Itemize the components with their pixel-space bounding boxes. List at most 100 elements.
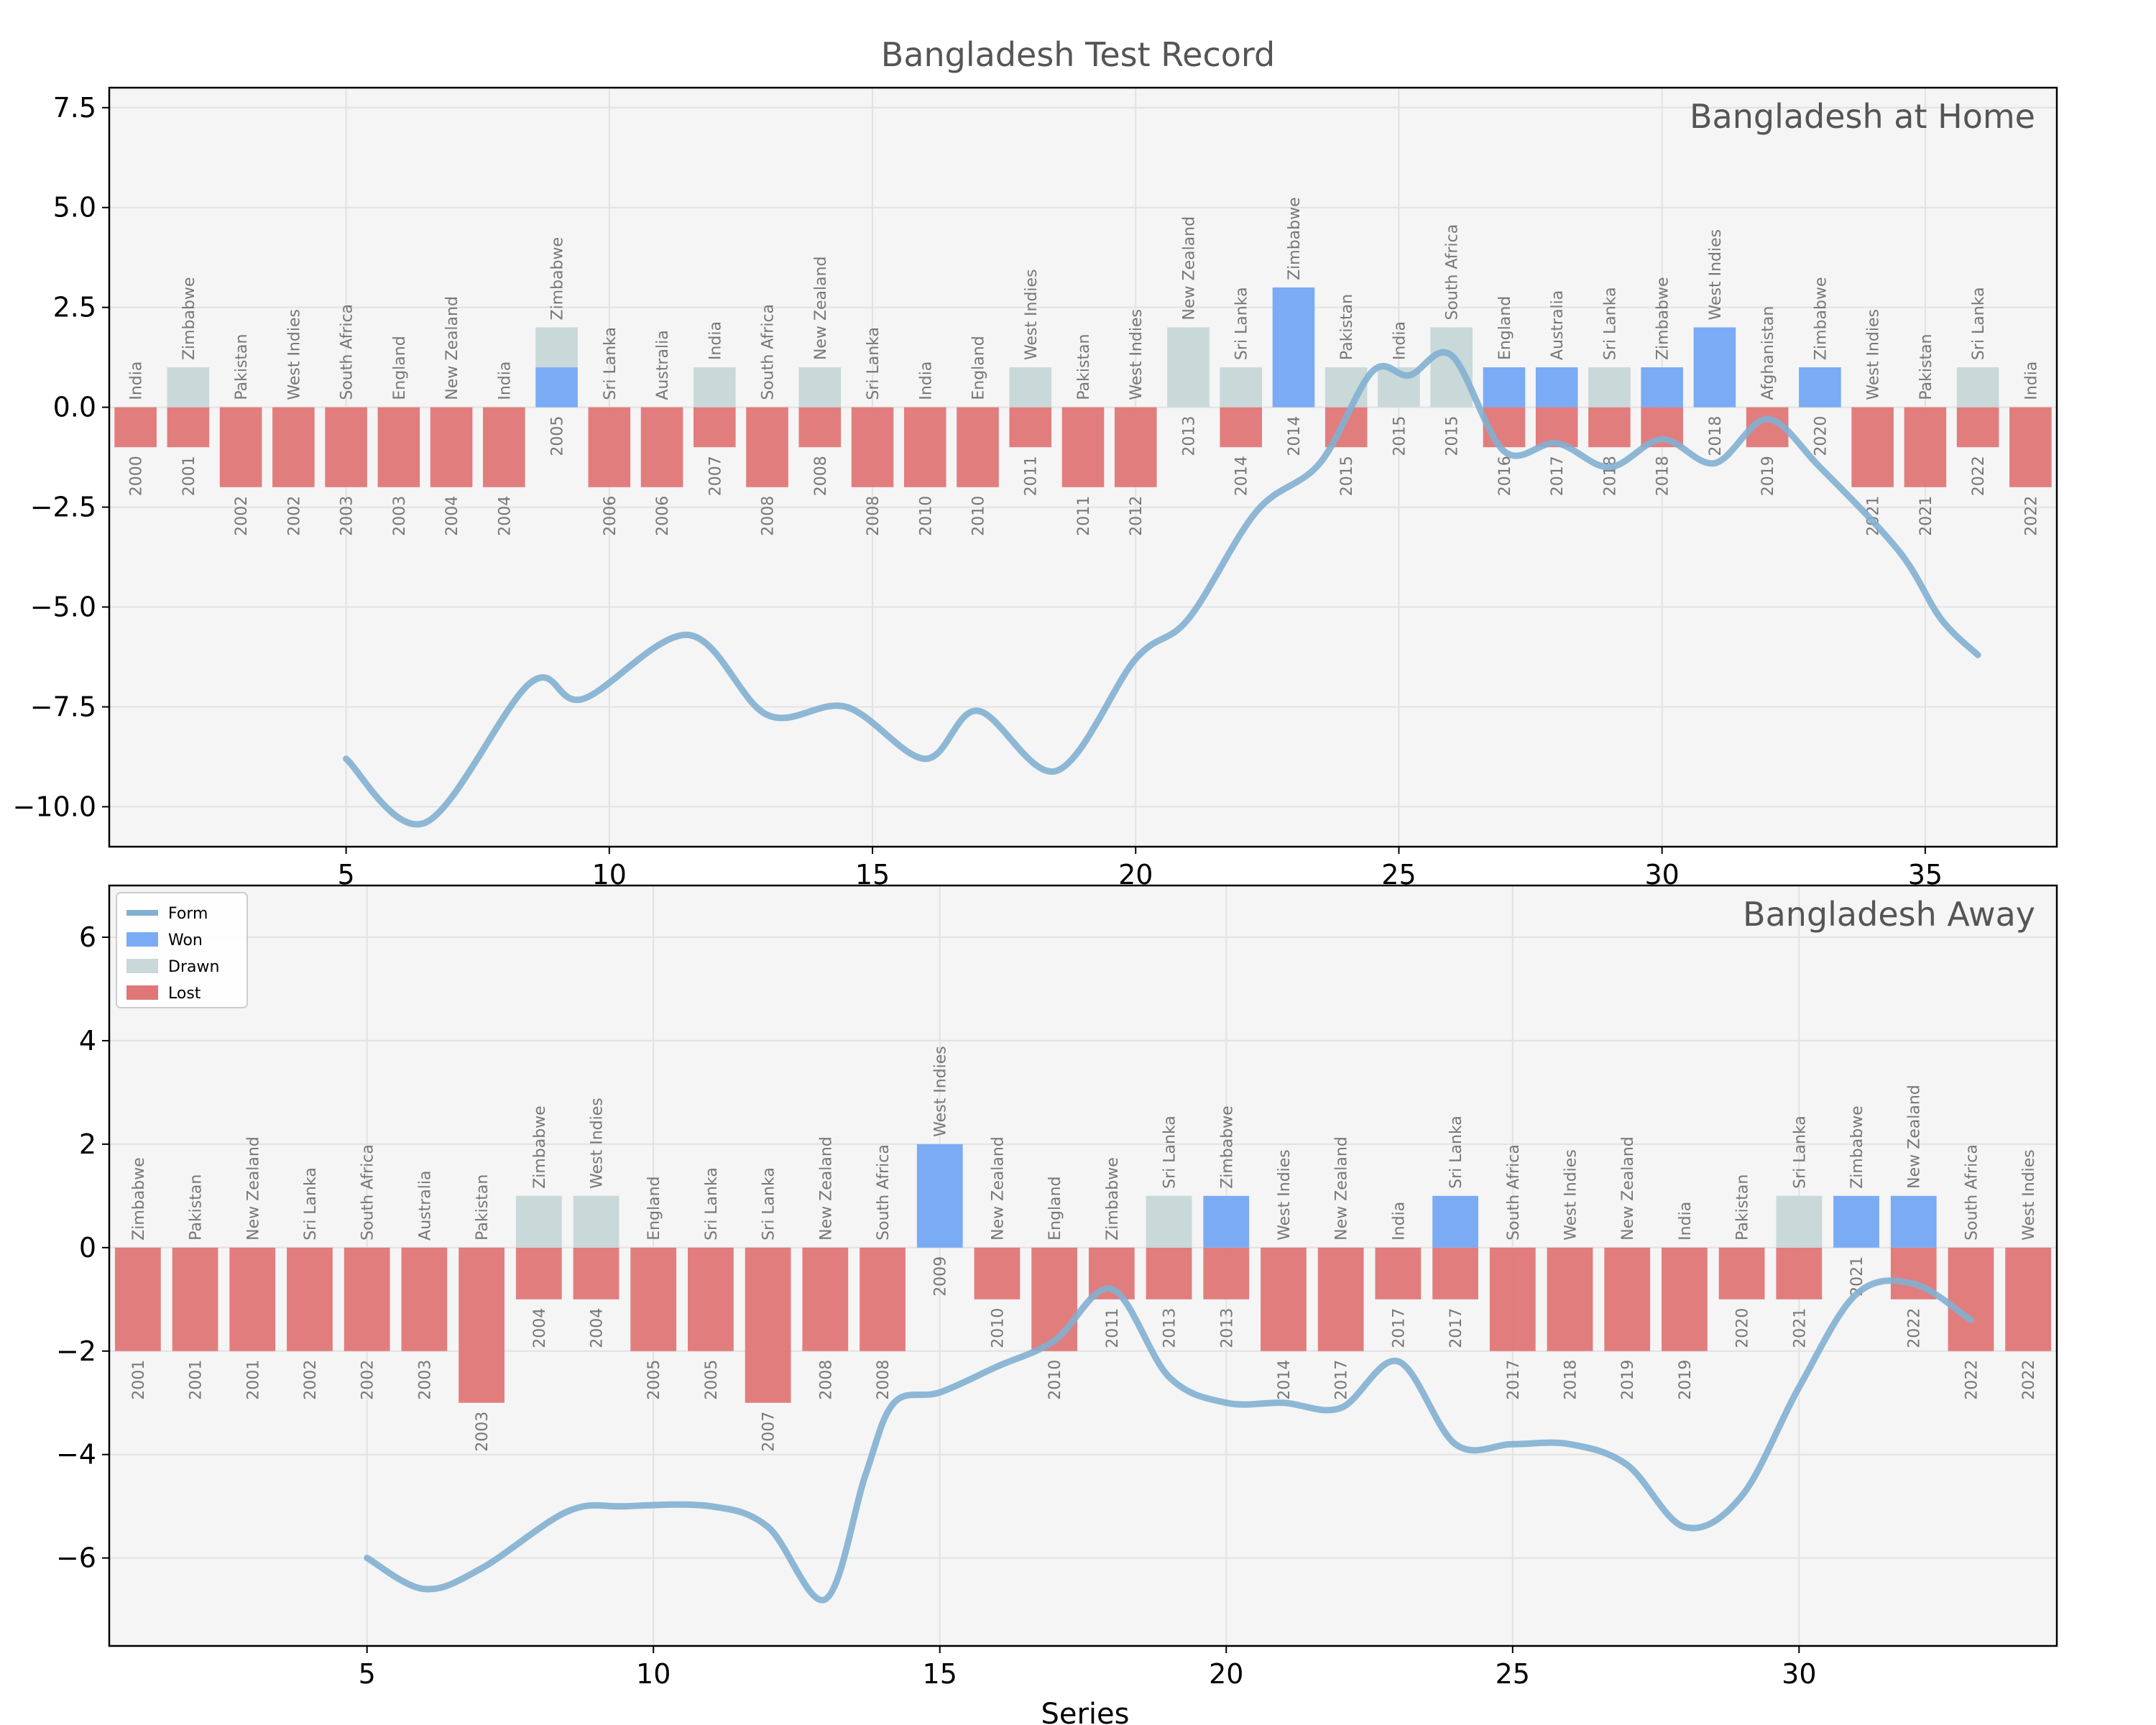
bar-year-label: 2018 xyxy=(1707,416,1725,456)
bar-drawn xyxy=(1146,1195,1192,1248)
bar-opponent-label: West Indies xyxy=(1276,1149,1294,1241)
home-panel: India 2000 Zimbabwe 2001 Pakistan 2002 West In… xyxy=(13,86,2058,891)
bar-year-label: 2015 xyxy=(1391,416,1409,456)
bar-year-label: 2001 xyxy=(244,1360,262,1400)
bar-year-label: 2004 xyxy=(589,1308,607,1348)
bar-drawn xyxy=(694,367,736,408)
bar-year-label: 2019 xyxy=(1759,456,1777,496)
bar-opponent-label: England xyxy=(1496,296,1514,360)
bar-drawn xyxy=(1009,367,1052,408)
bar-won xyxy=(1272,287,1315,408)
bar-lost xyxy=(167,407,210,448)
plot-frame xyxy=(108,86,2058,848)
bar-lost xyxy=(229,1247,276,1351)
bar-year-label: 2019 xyxy=(1619,1360,1637,1400)
bar-year-label: 2022 xyxy=(1970,456,1988,496)
bar-opponent-label: South Africa xyxy=(875,1144,893,1241)
bar-drawn xyxy=(1220,367,1263,408)
bar-lost xyxy=(630,1247,677,1351)
y-tick-label: −2.5 xyxy=(30,492,96,523)
bar-year-label: 2001 xyxy=(130,1360,148,1400)
bar-opponent-label: England xyxy=(970,336,988,400)
bar-won xyxy=(1799,367,1841,408)
bar-lost xyxy=(903,407,946,487)
bar-lost xyxy=(1203,1247,1250,1300)
bar-year-label: 2012 xyxy=(1128,496,1146,536)
bar-opponent-label: Zimbabwe xyxy=(1654,277,1672,360)
bar-year-label: 2022 xyxy=(2020,1360,2038,1400)
y-tick-label: 5.0 xyxy=(53,192,96,224)
bar-lost xyxy=(1432,1247,1478,1300)
bar-opponent-label: Sri Lanka xyxy=(1233,287,1251,360)
bar-opponent-label: Pakistan xyxy=(1917,334,1935,400)
bar-lost xyxy=(1061,407,1105,487)
bar-opponent-label: South Africa xyxy=(359,1144,377,1241)
bar-won xyxy=(1432,1195,1478,1248)
bar-opponent-label: India xyxy=(706,321,724,360)
bar-year-label: 2022 xyxy=(1963,1360,1981,1400)
bar-year-label: 2006 xyxy=(654,496,672,536)
bar-drawn xyxy=(1956,367,1999,408)
bar-lost xyxy=(798,407,842,448)
bar-opponent-label: West Indies xyxy=(2020,1149,2038,1241)
bar-year-label: 2013 xyxy=(1218,1308,1236,1348)
bar-drawn xyxy=(1588,367,1631,408)
bar-opponent-label: Sri Lanka xyxy=(703,1167,721,1241)
bar-won xyxy=(535,367,578,408)
bar-lost xyxy=(1956,407,1999,448)
form-line xyxy=(343,349,1981,828)
bar-opponent-label: Sri Lanka xyxy=(1601,287,1619,360)
bar-opponent-label: Australia xyxy=(416,1170,434,1240)
bar-year-label: 2014 xyxy=(1276,1360,1294,1400)
bar-year-label: 2003 xyxy=(474,1412,492,1452)
bar-year-label: 2011 xyxy=(1023,456,1041,496)
bar-lost xyxy=(1317,1247,1364,1351)
legend-swatch-lost xyxy=(126,985,158,1000)
y-tick-label: −2 xyxy=(56,1335,96,1367)
panel-title: Bangladesh Away xyxy=(1743,895,2035,934)
bar-lost xyxy=(430,407,473,487)
bar-lost xyxy=(2005,1247,2052,1351)
bar-lost xyxy=(851,407,894,487)
bar-lost xyxy=(1009,407,1052,448)
bar-year-label: 2017 xyxy=(1505,1360,1523,1400)
bar-won xyxy=(1203,1195,1250,1248)
bar-year-label: 2021 xyxy=(1791,1308,1809,1348)
bar-opponent-label: India xyxy=(1677,1202,1695,1241)
bar-opponent-label: South Africa xyxy=(1444,224,1462,321)
bar-opponent-label: Afghanistan xyxy=(1759,306,1777,400)
bar-opponent-label: New Zealand xyxy=(817,1136,835,1241)
bar-year-label: 2005 xyxy=(703,1360,721,1400)
bar-year-label: 2011 xyxy=(1075,496,1093,536)
bar-year-label: 2015 xyxy=(1444,416,1462,456)
bar-opponent-label: Zimbabwe xyxy=(1812,277,1830,360)
bar-year-label: 2015 xyxy=(1338,456,1356,496)
bar-lost xyxy=(1375,1247,1422,1300)
bar-lost xyxy=(1604,1247,1651,1351)
bar-lost xyxy=(1662,1247,1708,1351)
bar-lost xyxy=(1776,1247,1823,1300)
bar-drawn xyxy=(798,367,842,408)
bar-year-label: 2009 xyxy=(932,1256,950,1297)
bar-opponent-label: New Zealand xyxy=(1906,1085,1924,1189)
bar-year-label: 2017 xyxy=(1333,1360,1351,1400)
bar-lost xyxy=(459,1247,505,1403)
y-tick-label: 2.5 xyxy=(53,292,96,323)
bar-opponent-label: Pakistan xyxy=(188,1174,206,1241)
bar-opponent-label: India xyxy=(496,362,514,400)
bar-lost xyxy=(745,1247,791,1403)
bar-opponent-label: Sri Lanka xyxy=(602,327,619,400)
bar-year-label: 2002 xyxy=(302,1360,320,1400)
bar-opponent-label: Pakistan xyxy=(1075,334,1093,400)
bar-lost xyxy=(573,1247,619,1300)
bar-year-label: 2014 xyxy=(1233,456,1251,496)
bar-opponent-label: Zimbabwe xyxy=(1218,1105,1236,1189)
bar-drawn xyxy=(515,1195,562,1248)
bar-won xyxy=(1693,327,1736,408)
bar-year-label: 2004 xyxy=(496,496,514,536)
bar-opponent-label: Pakistan xyxy=(233,334,251,400)
bar-lost xyxy=(114,407,157,448)
bar-year-label: 2005 xyxy=(645,1360,663,1400)
y-tick-label: 7.5 xyxy=(53,92,96,124)
